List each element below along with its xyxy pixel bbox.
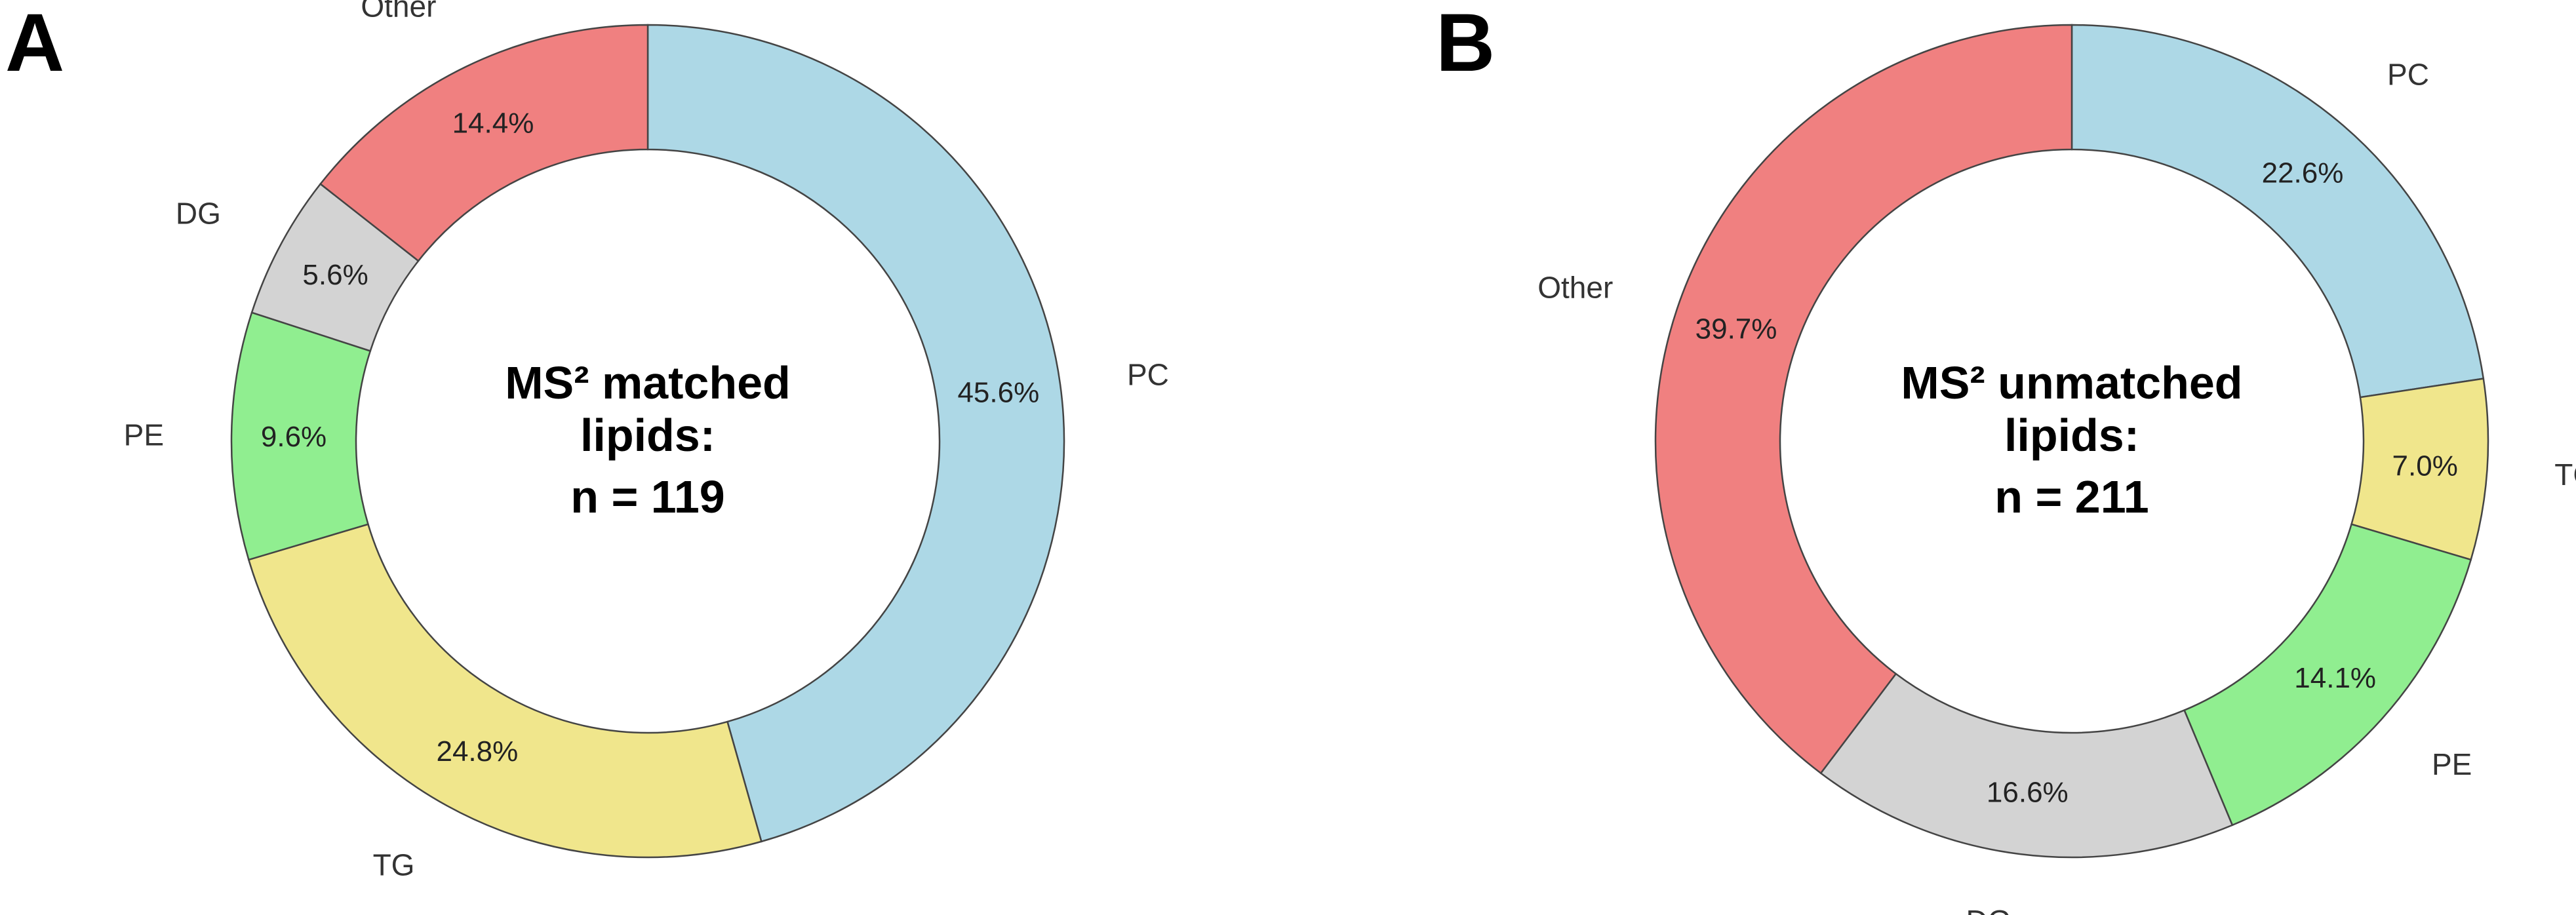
- donut-labels-b: 22.6% PC 7.0% TG 14.1% PE 16.6% DG 39.7% Other: [1537, 57, 2576, 915]
- slice-pc-b: [2071, 24, 2485, 399]
- panel-letter-a: A: [5, 0, 64, 88]
- category-label-dg-b: DG: [1966, 904, 2011, 915]
- value-label-tg-a: 24.8%: [436, 735, 518, 768]
- panel-b: B 22.6%PC7.0%TG14.1%PE16.6%DG39.7%Other …: [1436, 0, 2576, 915]
- panel-a: A 45.6% PC 24.8% TG 9.6% PE 5.6% DG 14.4% Other M…: [5, 0, 1169, 882]
- value-label-pe-b: 14.1%: [2294, 662, 2376, 694]
- value-label-other-a: 14.4%: [452, 107, 534, 139]
- panel-letter-b: B: [1436, 0, 1495, 88]
- slice-other-b: [1654, 24, 2073, 775]
- category-label-other-b: Other: [1537, 270, 1613, 304]
- value-label-other-b: 39.7%: [1695, 313, 1777, 345]
- value-label-pe-a: 9.6%: [261, 421, 327, 453]
- center-label-b: MS² unmatched lipids: n = 211: [1901, 357, 2242, 522]
- slice-pc-a: [646, 24, 1065, 843]
- category-label-pc-a: PC: [1127, 357, 1169, 391]
- center-title-line-2-a: lipids:: [580, 410, 715, 461]
- center-title-line-1-b: MS² unmatched: [1901, 357, 2242, 408]
- slice-tg-a: [247, 523, 763, 859]
- value-label-dg-a: 5.6%: [302, 259, 368, 291]
- category-label-other-a: Other: [361, 0, 436, 23]
- category-label-pe-a: PE: [124, 418, 164, 452]
- center-label-a: MS² matched lipids: n = 119: [505, 357, 791, 522]
- donut-slices-b: [1654, 24, 2489, 859]
- category-label-pe-b: PE: [2432, 747, 2472, 781]
- center-title-line-2-b: lipids:: [2004, 410, 2139, 461]
- category-label-dg-a: DG: [176, 197, 221, 231]
- slice-other-a: [319, 24, 649, 262]
- value-label-pc-a: 45.6%: [957, 377, 1039, 409]
- donut-slices-a: [230, 24, 1065, 859]
- center-title-line-1-a: MS² matched: [505, 357, 791, 408]
- center-count-b: n = 211: [1994, 471, 2149, 522]
- donut-labels-a: 45.6% PC 24.8% TG 9.6% PE 5.6% DG 14.4% Other: [124, 0, 1169, 882]
- category-label-tg-a: TG: [373, 848, 415, 882]
- category-label-pc-b: PC: [2387, 57, 2429, 91]
- value-label-tg-b: 7.0%: [2392, 450, 2458, 482]
- value-label-dg-b: 16.6%: [1987, 777, 2069, 809]
- slice-dg-b: [1819, 672, 2234, 859]
- value-label-pc-b: 22.6%: [2262, 157, 2344, 189]
- center-count-a: n = 119: [570, 471, 724, 522]
- category-label-tg-b: TG: [2554, 458, 2576, 492]
